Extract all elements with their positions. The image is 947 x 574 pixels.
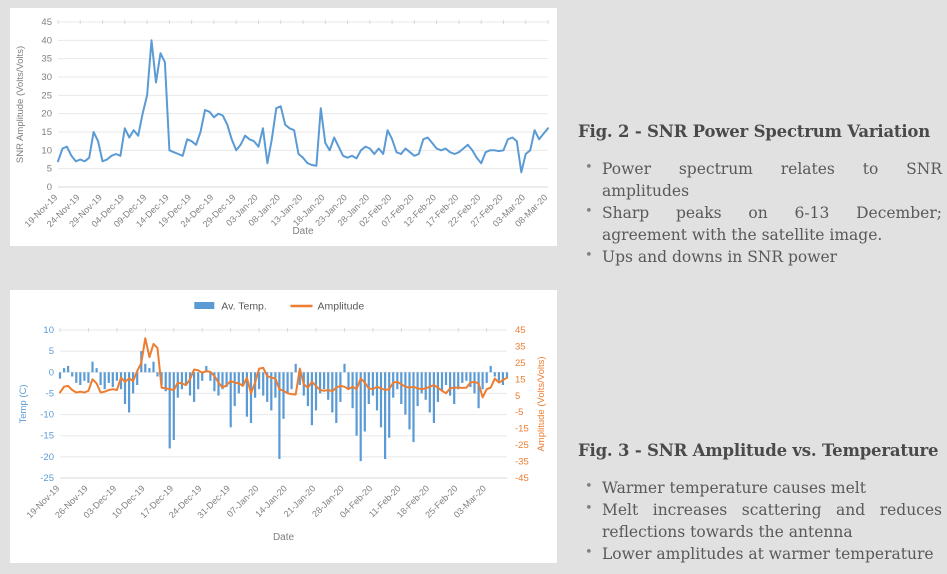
svg-text:Date: Date: [292, 226, 314, 237]
fig2-bullet-3: Ups and downs in SNR power: [578, 246, 942, 268]
fig3-bullet-3: Lower amplitudes at warmer temperature: [578, 543, 942, 565]
svg-text:40: 40: [41, 35, 52, 46]
fig3-bullet-1: Warmer temperature causes melt: [578, 477, 942, 499]
svg-text:-5: -5: [46, 388, 54, 399]
svg-text:20: 20: [41, 109, 52, 120]
fig3-bullet-2: Melt increases scattering and reduces re…: [578, 499, 942, 543]
fig2-bullet-list: Power spectrum relates to SNR amplitudes…: [578, 158, 942, 268]
svg-text:-15: -15: [515, 424, 529, 435]
svg-text:30: 30: [41, 72, 52, 83]
svg-text:SNR Amplitude (Volts/Volts): SNR Amplitude (Volts/Volts): [15, 46, 26, 163]
fig2-caption-block: Fig. 2 - SNR Power Spectrum Variation Po…: [578, 122, 942, 268]
svg-text:10: 10: [41, 145, 52, 156]
svg-text:Temp (C): Temp (C): [18, 384, 29, 423]
svg-text:0: 0: [47, 182, 52, 193]
svg-text:5: 5: [515, 391, 520, 402]
fig3-bullet-list: Warmer temperature causes melt Melt incr…: [578, 477, 942, 565]
svg-text:10: 10: [43, 325, 54, 336]
svg-text:-5: -5: [515, 407, 523, 418]
temp-vs-amplitude-chart: 10 5 0 -5 -10 -15 -20 -25 45 35 25 15 5 -5 -15 -25 -35 -4…: [18, 301, 547, 544]
svg-text:Av. Temp.: Av. Temp.: [221, 301, 267, 313]
fig2-bullet-1: Power spectrum relates to SNR amplitudes: [578, 158, 942, 202]
svg-text:25: 25: [515, 358, 526, 369]
svg-text:-15: -15: [40, 431, 54, 442]
fig3-title: Fig. 3 - SNR Amplitude vs. Temperature: [578, 441, 939, 460]
fig2-chart-panel: 0 5 10 15 20 25 30 35 40 45 19-Nov-19 24-Nov-19 29-N…: [10, 8, 557, 246]
fig3-chart-panel: 10 5 0 -5 -10 -15 -20 -25 45 35 25 15 5 -5 -15 -25 -35 -4…: [10, 290, 557, 563]
svg-text:5: 5: [49, 346, 54, 357]
fig3-caption-block: Fig. 3 - SNR Amplitude vs. Temperature W…: [578, 441, 942, 565]
svg-text:35: 35: [41, 54, 52, 65]
svg-text:-20: -20: [40, 452, 54, 463]
svg-text:Amplitude: Amplitude: [318, 301, 365, 313]
svg-text:25: 25: [41, 90, 52, 101]
snr-power-spectrum-chart: 05101520253035404519-Nov-1924-Nov-1929-N…: [15, 17, 549, 237]
svg-text:-25: -25: [515, 440, 529, 451]
svg-text:-45: -45: [515, 473, 529, 484]
svg-text:35: 35: [515, 341, 526, 352]
svg-text:0: 0: [49, 367, 54, 378]
svg-text:5: 5: [47, 164, 52, 175]
svg-text:Amplitude (Volts/Volts): Amplitude (Volts/Volts): [536, 356, 547, 451]
svg-text:45: 45: [515, 325, 526, 336]
svg-text:-35: -35: [515, 457, 529, 468]
svg-text:15: 15: [41, 127, 52, 138]
svg-text:45: 45: [41, 17, 52, 28]
fig2-title: Fig. 2 - SNR Power Spectrum Variation: [578, 122, 931, 141]
svg-text:15: 15: [515, 374, 526, 385]
svg-text:-25: -25: [40, 473, 54, 484]
svg-text:Date: Date: [273, 532, 295, 543]
svg-text:-10: -10: [40, 410, 54, 421]
fig2-bullet-2: Sharp peaks on 6-13 December; agreement …: [578, 202, 942, 246]
